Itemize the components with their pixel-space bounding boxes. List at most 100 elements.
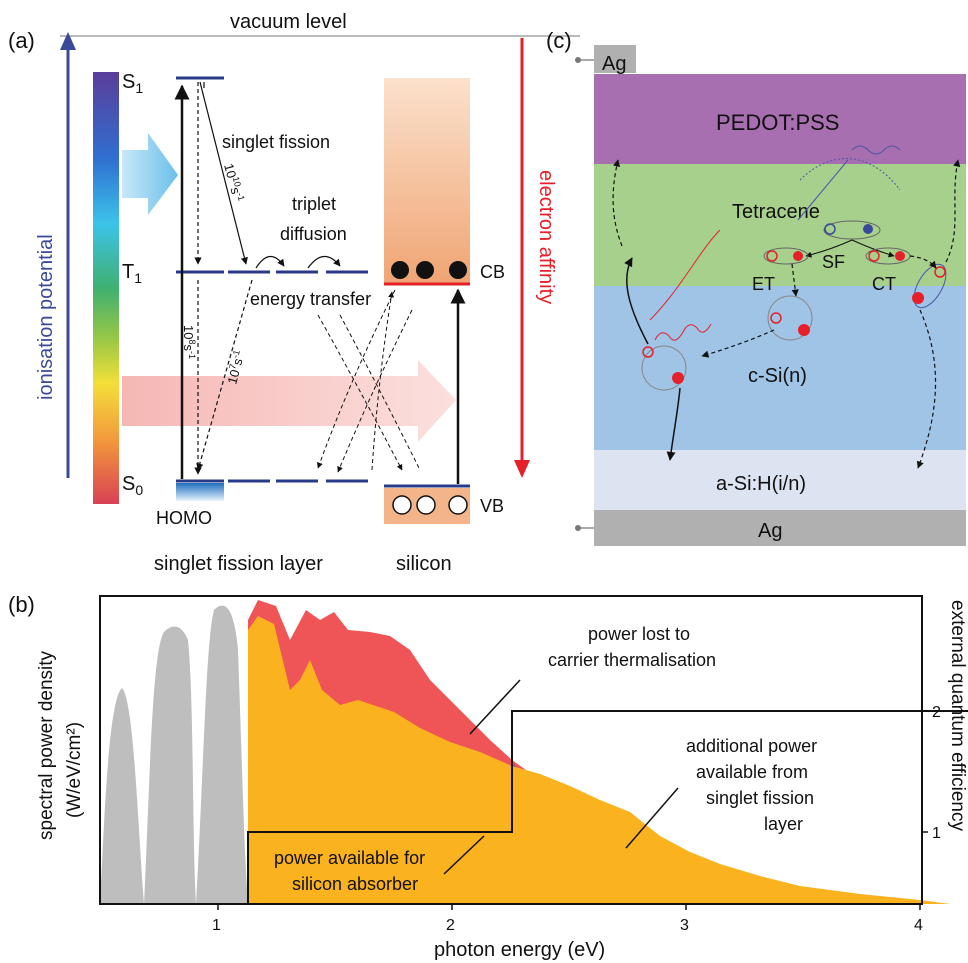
ct-formation-arrow: [909, 255, 937, 269]
csi-label: c-Si(n): [748, 365, 807, 387]
ct-hole: [934, 266, 946, 278]
panel-b: (b) 1 2 3 4 photon energy (eV) spectral …: [8, 592, 968, 961]
sfl-caption: singlet fission layer: [154, 553, 323, 575]
light-spectrum-bar: [93, 72, 119, 504]
direct-exciton: [641, 345, 687, 391]
asi-label: a-Si:H(i/n): [716, 473, 806, 495]
ann-extra-line1: additional power: [686, 736, 817, 756]
ir-band-1: [100, 688, 144, 904]
eqe-step-line: [247, 710, 968, 904]
hole-2: [416, 495, 436, 515]
ag-top-label: Ag: [602, 53, 626, 75]
vb-label: VB: [480, 496, 504, 516]
homo-band: [176, 483, 224, 501]
x-axis-label: photon energy (eV): [434, 939, 605, 961]
triplet-exciton-left: [763, 247, 809, 265]
x-tick-label-3: 3: [680, 917, 689, 934]
triplet-left-hole: [766, 250, 778, 262]
direct-hole: [642, 346, 654, 358]
ag-top-contact: [594, 45, 636, 73]
ir-band-2: [144, 626, 196, 904]
triplet-label: triplet: [292, 194, 336, 214]
sf-arrow-left: [805, 239, 853, 258]
ann-silicon-line1: power available for: [274, 848, 425, 868]
vacuum-level-label: vacuum level: [230, 11, 347, 33]
hole-1: [392, 495, 412, 515]
panel-b-label: (b): [8, 592, 35, 617]
ir-band-3: [196, 605, 248, 904]
et-path: [791, 263, 799, 297]
eqe-fill-mask: [248, 832, 512, 904]
et-hole-si: [770, 312, 782, 324]
hole-3: [448, 495, 468, 515]
ionisation-arrowhead: [60, 32, 76, 50]
s1-label: S1: [122, 71, 143, 96]
red-light-arrow: [122, 360, 456, 442]
electron-3: [449, 261, 467, 279]
tetracene-layer: [594, 164, 966, 286]
ct-electron: [912, 292, 924, 304]
ag-top-terminal: [575, 57, 581, 63]
homo-label: HOMO: [156, 508, 212, 528]
et-electron-si: [798, 324, 810, 336]
et-arrow-2: [339, 314, 421, 471]
singlet-fission-label: singlet fission: [222, 132, 330, 152]
ct-label: CT: [872, 274, 896, 294]
y-axis-label-line2: (W/eV/cm²): [64, 722, 85, 818]
sf-label: SF: [822, 252, 845, 272]
et-label: ET: [752, 274, 775, 294]
pedot-layer: [594, 74, 966, 164]
hole-to-pedot-arrow: [612, 159, 623, 247]
ann-extra-line4: layer: [764, 814, 803, 834]
electron-2: [416, 261, 434, 279]
ionisation-potential-label: ionisation potential: [35, 234, 57, 400]
singlet-hole: [824, 223, 836, 235]
blue-photon-wave: [797, 145, 901, 221]
ann-thermal-line1: power lost to: [588, 624, 690, 644]
x-tick-label-4: 4: [914, 917, 923, 934]
t1-s0-diag-arrow: [196, 279, 253, 471]
y-axis-label-line1: spectral power density: [36, 650, 57, 840]
ann-silicon-pointer: [443, 835, 485, 875]
panel-a-label: (a): [8, 28, 35, 53]
ann-extra-pointer: [625, 787, 679, 849]
et-arrow-1: [317, 314, 403, 471]
electron-affinity-label: electron affinity: [535, 170, 557, 304]
blue-light-arrow: [122, 133, 178, 215]
et-arrow-4: [337, 309, 413, 473]
ann-extra-line3: singlet fission: [706, 788, 814, 808]
silicon-cb-band: [384, 78, 470, 283]
pedot-label: PEDOT:PSS: [716, 110, 839, 135]
ann-thermal-line2: carrier thermalisation: [548, 650, 716, 670]
ag-bottom-layer: [594, 510, 966, 546]
ann-thermal-pointer: [469, 679, 521, 735]
triplet-right-electron: [895, 251, 905, 261]
panel-c: (c) Ag PEDOT:PSS Tetracene c-Si(n) a-Si:…: [546, 28, 966, 546]
cb-label: CB: [480, 262, 505, 282]
ag-bottom-terminal: [575, 525, 581, 531]
x-tick-label-2: 2: [446, 917, 455, 934]
ann-silicon-line2: silicon absorber: [292, 874, 418, 894]
y2-tick-label-1: 1: [932, 825, 941, 842]
diffusion-hop-1: [255, 255, 285, 269]
ann-extra-line2: available from: [696, 762, 808, 782]
x-tick-label-1: 1: [212, 917, 221, 934]
y2-axis-label: external quantum efficiency: [947, 600, 968, 831]
fission-arrow: [199, 81, 248, 265]
electron-extract-arrow: [666, 387, 681, 461]
et-arrow-3: [317, 289, 396, 469]
rate-7-label: 107s-1: [223, 349, 247, 386]
hole-extract-arrow: [624, 257, 649, 345]
triplet-right-hole: [868, 250, 880, 262]
diffusion-hop-2: [307, 255, 341, 269]
et-arrow-5: [371, 291, 395, 471]
panel-c-label: (c): [546, 28, 572, 53]
energy-transfer-label: energy transfer: [250, 289, 371, 309]
singlet-electron: [863, 224, 873, 234]
ag-bottom-label: Ag: [758, 520, 782, 542]
electron-1: [391, 261, 409, 279]
direct-electron: [672, 372, 684, 384]
diffusion-label: diffusion: [280, 224, 347, 244]
red-photon-wave: [649, 229, 721, 321]
